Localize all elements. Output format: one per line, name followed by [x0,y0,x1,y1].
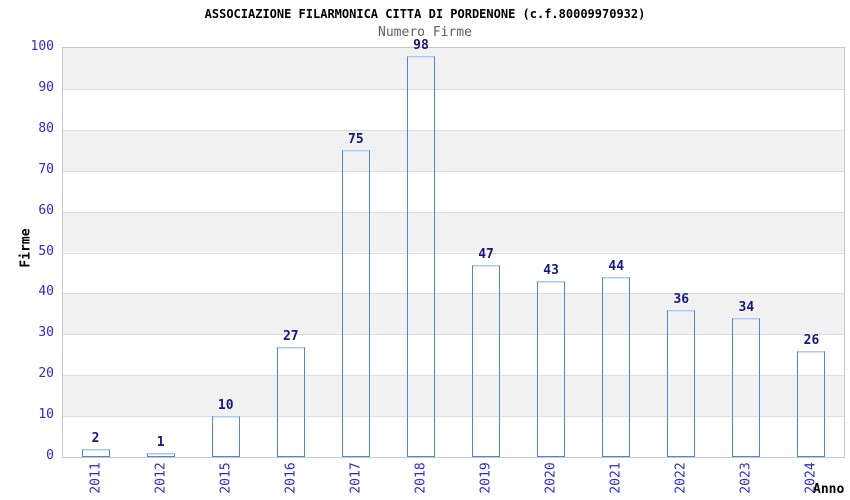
bar [797,351,826,457]
bar-value-label: 1 [156,435,165,450]
gridline [63,170,844,172]
x-axis-label: Anno [813,482,845,497]
bar [341,150,370,457]
grid-band [63,211,844,253]
plot-area: 2 1 10 27 75 98 47 43 44 36 34 26 [62,39,845,458]
x-tick-label: 2020 [543,462,559,494]
x-tick-label: 2017 [348,462,364,494]
grid-band [63,416,844,457]
grid-band [63,334,844,376]
x-tick-label: 2023 [738,462,754,494]
grid-band [63,170,844,212]
gridline [63,416,844,418]
x-tick-label: 2011 [88,462,104,494]
gridline [63,375,844,377]
x-tick-label: 2018 [413,462,429,494]
grid-band [63,88,844,130]
grid-band [63,375,844,417]
gridline [63,129,844,131]
y-tick-label: 80 [38,120,54,136]
chart-subtitle: Numero Firme [378,25,472,40]
gridline [63,293,844,295]
grid-band [63,48,844,89]
grid-band [63,293,844,335]
bar-value-label: 43 [543,263,559,278]
bar [211,416,240,457]
x-tick-label: 2024 [803,462,819,494]
bar-value-label: 2 [91,431,100,446]
y-tick-label: 40 [38,284,54,300]
y-tick-label: 10 [38,407,54,423]
y-tick-label: 20 [38,366,54,382]
bar-value-label: 36 [673,292,690,307]
bar-value-label: 44 [608,259,625,274]
bar-value-label: 34 [738,300,755,315]
bar-value-label: 10 [217,398,234,413]
bar [406,56,435,457]
bar [732,318,761,457]
gridline [63,211,844,213]
chart-title: ASSOCIAZIONE FILARMONICA CITTA DI PORDEN… [204,7,646,21]
x-tick-label: 2021 [608,462,624,494]
bar [146,453,175,457]
bar [602,277,631,457]
bar [276,347,305,457]
x-tick-label: 2015 [218,462,234,494]
x-tick-label: 2012 [153,462,169,494]
grid-band [63,129,844,171]
y-tick-label: 90 [38,79,54,95]
y-tick-label: 60 [38,202,54,218]
y-tick-label: 100 [30,39,54,54]
y-tick-label: 30 [38,325,54,341]
gridline [63,252,844,254]
bar-value-label: 26 [803,333,820,348]
gridline [63,88,844,90]
bar-value-label: 75 [348,132,364,147]
bar-value-label: 98 [413,38,429,53]
gridline [63,334,844,336]
x-tick-label: 2022 [673,462,689,494]
bar-value-label: 47 [478,247,494,262]
y-tick-label: 50 [38,243,54,259]
bar [667,310,696,457]
bar [81,449,110,457]
y-tick-label: 0 [46,448,54,463]
x-tick-label: 2019 [478,462,494,494]
x-tick-label: 2016 [283,462,299,494]
bar [537,281,566,457]
bar-value-label: 27 [282,329,299,344]
grid-band [63,252,844,294]
y-tick-label: 70 [38,161,54,177]
bar [472,265,501,457]
